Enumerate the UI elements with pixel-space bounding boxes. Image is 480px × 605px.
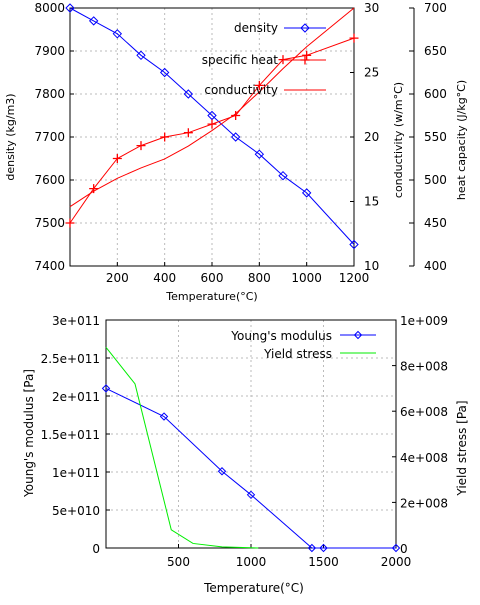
chart-1-ytick-label: 7500 (34, 216, 65, 230)
chart-2-point (319, 543, 328, 553)
chart-2-point (159, 412, 169, 421)
chart-1-r2tick-label: 600 (424, 87, 447, 101)
chart-1-legend-label: conductivity (204, 83, 278, 97)
chart-1-r2tick-label: 450 (424, 216, 447, 230)
chart-1-legend-marker (300, 23, 310, 33)
chart-1-r2tick-label: 500 (424, 173, 447, 187)
chart-1-point (183, 89, 194, 99)
chart-2-ytick-label: 2.5e+011 (41, 352, 100, 366)
chart-1-legend-marker (300, 55, 310, 65)
chart-1-r2tick-label: 550 (424, 130, 447, 144)
chart-2-legend-label: Yield stress (263, 347, 332, 361)
chart-2-point (246, 490, 256, 500)
chart-1-r1tick-label: 10 (364, 259, 379, 273)
chart-1-ylabel-density: density (kg/m3) (4, 93, 17, 180)
chart-1-xtick-label: 1200 (339, 271, 370, 285)
chart-1-xtick-label: 600 (201, 271, 224, 285)
chart-2-xtick-label: 2000 (381, 555, 412, 569)
chart-1-point (207, 110, 217, 121)
chart-1-ytick-label: 7700 (34, 130, 65, 144)
chart-1-point (160, 132, 170, 142)
chart-1-ytick-label: 7900 (34, 44, 65, 58)
chart-2-ylabel-youngs-modulus: Young's modulus [Pa] (22, 369, 36, 498)
chart-1-point (136, 141, 146, 151)
chart-2-rtick-label: 6e+008 (400, 405, 448, 419)
chart-1-point (112, 29, 123, 39)
chart-1-ytick-label: 8000 (34, 1, 65, 15)
chart-1-series-line (69, 37, 355, 224)
chart-2-ytick-label: 0 (92, 542, 100, 556)
chart-1-r1tick-label: 15 (364, 195, 379, 209)
chart-1-legend-label: density (234, 21, 278, 35)
chart-1-xtick-label: 200 (106, 271, 129, 285)
chart-1-r1tick-label: 30 (364, 1, 379, 15)
chart-1-ylabel-heat-capacity: heat capacity (J/kg°C) (455, 80, 468, 200)
chart-1-ylabel-conductivity: conductivity (w/m°C) (392, 82, 405, 198)
chart-1-r1tick-label: 20 (364, 130, 379, 144)
chart-2-xlabel: Temperature(°C) (203, 581, 304, 595)
chart-2-legend-label: Young's modulus (230, 329, 332, 343)
chart-1-point (112, 154, 122, 163)
chart-1-point (278, 170, 288, 181)
chart-1-xtick-label: 800 (248, 271, 271, 285)
chart-2-point (307, 543, 317, 553)
chart-1-point (349, 33, 359, 43)
chart-1-ytick-label: 7600 (34, 173, 65, 187)
chart-2-series-line (105, 347, 259, 549)
chart-2-legend-marker (353, 330, 363, 340)
chart-2: 0 500 1000 1500 2000 5e+010 1e+011 1.5e+011 2e+… (22, 314, 469, 595)
chart-1-xtick-label: 1000 (291, 271, 322, 285)
chart-1-point (136, 50, 146, 61)
chart-1-point (207, 119, 217, 129)
chart-1-legend-label: specific heat (202, 53, 278, 67)
chart-1-series-line (69, 7, 355, 208)
chart-1: 200 400 600 800 1000 1200 7400 7500 7600 7700 780… (4, 1, 468, 303)
chart-2-xtick-label: 500 (167, 555, 190, 569)
chart-2-series-line (105, 387, 396, 549)
chart-1-point (254, 149, 265, 159)
chart-1-point (65, 3, 75, 13)
chart-2-rtick-label: 8e+008 (400, 360, 448, 374)
chart-2-rtick-label: 0 (400, 542, 408, 556)
chart-1-series-line (69, 7, 355, 245)
chart-1-r2tick-label: 400 (424, 259, 447, 273)
chart-1-point (159, 67, 170, 78)
chart-2-xtick-label: 1500 (308, 555, 339, 569)
chart-1-ytick-label: 7800 (34, 87, 65, 101)
chart-1-point (230, 132, 241, 142)
chart-1-ytick-label: 7400 (34, 259, 65, 273)
chart-2-point (217, 467, 227, 476)
chart-1-point (349, 239, 359, 250)
chart-1-xlabel: Temperature(°C) (165, 290, 257, 303)
chart-2-ytick-label: 1.5e+011 (41, 428, 100, 442)
chart-1-point (301, 188, 312, 198)
chart-1-point (254, 80, 264, 90)
chart-1-point (65, 218, 75, 228)
chart-1-point (88, 16, 99, 26)
chart-2-rtick-label: 2e+008 (400, 496, 448, 510)
chart-2-ytick-label: 2e+011 (52, 390, 100, 404)
chart-2-point (391, 543, 401, 553)
chart-1-r2tick-label: 650 (424, 44, 447, 58)
chart-2-xtick-label: 1000 (236, 555, 267, 569)
chart-2-ytick-label: 1e+011 (52, 466, 100, 480)
chart-1-r1tick-label: 25 (364, 66, 379, 80)
chart-2-ylabel-yield-stress: Yield stress [Pa] (455, 400, 469, 496)
chart-2-ytick-label: 3e+011 (52, 314, 100, 328)
chart-2-ytick-label: 5e+010 (52, 504, 100, 518)
chart-1-r2tick-label: 700 (424, 1, 447, 15)
chart-2-point (101, 384, 111, 393)
chart-2-rtick-label: 1e+009 (400, 314, 448, 328)
chart-1-xtick-label: 400 (153, 271, 176, 285)
chart-1-point (302, 50, 312, 60)
chart-2-rtick-label: 4e+008 (400, 451, 448, 465)
chart-1-point (183, 128, 193, 138)
